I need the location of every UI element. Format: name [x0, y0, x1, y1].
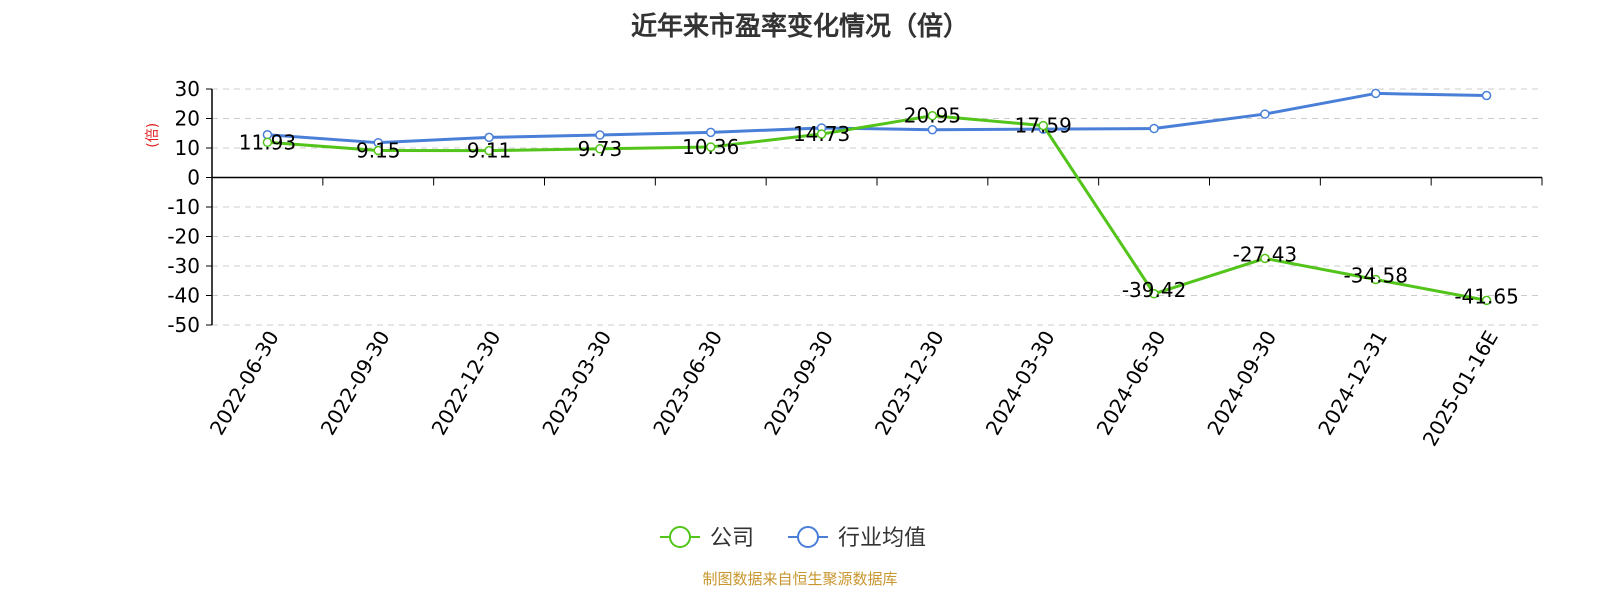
x-tick-label: 2024-06-30 — [1092, 327, 1171, 440]
data-point — [706, 142, 716, 152]
series-line-0 — [267, 114, 1487, 302]
data-point — [1260, 109, 1270, 119]
y-tick-label: -30 — [167, 254, 200, 278]
data-point — [1481, 90, 1492, 101]
x-tick-label: 2022-12-30 — [427, 327, 506, 440]
data-label: 17.59 — [1015, 114, 1072, 138]
x-tick-label: 2024-03-30 — [981, 327, 1060, 440]
data-point — [484, 145, 494, 156]
data-label: 9.73 — [578, 137, 623, 161]
y-axis-unit-label: (倍) — [145, 123, 161, 148]
data-labels: 11.93 9.15 9.11 9.73 10.36 14.73 20.95 17.59 -39… — [239, 104, 1519, 309]
x-tick-label: 2024-09-30 — [1202, 327, 1281, 440]
data-point — [373, 145, 383, 156]
legend: 公司 行业均值 — [660, 526, 926, 551]
series-lines — [262, 88, 1492, 306]
source-note: 制图数据来自恒生聚源数据库 — [702, 570, 898, 588]
data-label: 10.36 — [682, 135, 739, 159]
y-tick-label: 30 — [175, 77, 200, 101]
data-label: 20.95 — [904, 104, 961, 128]
x-tick-label: 2023-03-30 — [537, 327, 616, 440]
x-tick-label: 2025-01-16E — [1418, 327, 1503, 451]
chart-title: 近年来市盈率变化情况（倍） — [630, 12, 969, 42]
legend-marker — [669, 526, 691, 548]
y-tick-label: -50 — [167, 313, 200, 337]
grid-lines — [212, 88, 1542, 326]
data-point — [927, 124, 938, 135]
data-label: -41.65 — [1454, 284, 1518, 308]
y-tick-label: -10 — [167, 195, 200, 219]
data-point — [1481, 295, 1492, 306]
data-label: -34.58 — [1344, 264, 1408, 288]
data-point — [1371, 274, 1381, 285]
y-tick-label: -40 — [167, 284, 200, 308]
x-tick-label: 2023-06-30 — [648, 327, 727, 440]
legend-label: 行业均值 — [838, 526, 926, 551]
data-point — [816, 129, 827, 139]
x-tick-label: 2022-06-30 — [205, 327, 284, 440]
data-label: 11.93 — [239, 130, 296, 154]
x-tick-label: 2022-09-30 — [316, 327, 395, 440]
x-tick-label: 2023-12-30 — [870, 327, 949, 440]
data-point — [927, 110, 938, 121]
y-tick-label: 0 — [187, 166, 200, 190]
data-label: -27.43 — [1233, 242, 1297, 266]
y-tick-label: -20 — [167, 225, 200, 249]
data-point — [706, 127, 716, 138]
legend-label: 公司 — [710, 526, 754, 551]
data-label: 9.11 — [467, 139, 512, 163]
data-point — [1371, 88, 1381, 99]
data-point — [1149, 123, 1159, 134]
data-point — [595, 144, 605, 154]
data-label: 14.73 — [793, 122, 850, 146]
data-point — [262, 137, 273, 148]
data-point — [1149, 289, 1159, 299]
x-tick-label: 2024-12-31 — [1313, 327, 1392, 440]
data-point — [1038, 120, 1048, 131]
x-tick-label: 2023-09-30 — [759, 327, 838, 440]
data-point — [484, 132, 494, 143]
legend-marker — [797, 526, 819, 548]
y-tick-label: 20 — [175, 107, 200, 131]
data-label: -39.42 — [1122, 278, 1186, 302]
data-point — [595, 130, 605, 140]
series-line-1 — [267, 91, 1487, 145]
y-tick-label: 10 — [175, 136, 200, 160]
data-point — [1260, 253, 1270, 264]
data-label: 9.15 — [356, 139, 401, 163]
